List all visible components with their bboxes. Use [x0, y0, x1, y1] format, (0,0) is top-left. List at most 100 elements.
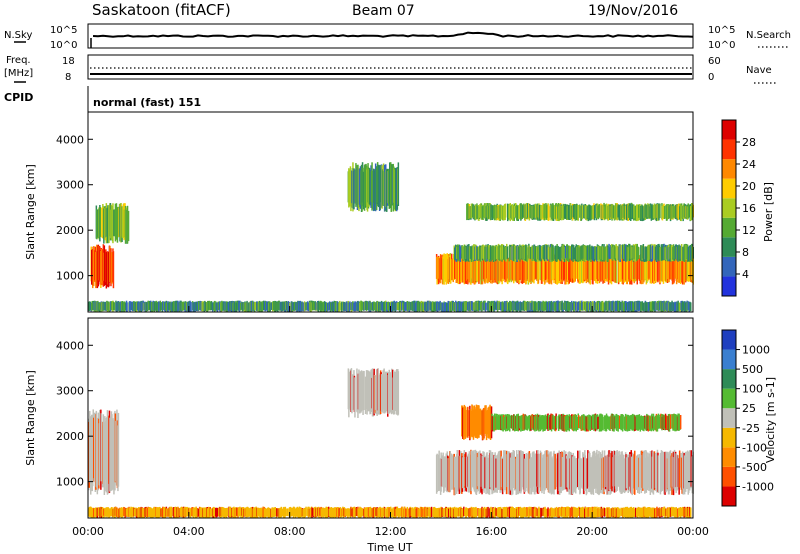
- power-cell: [575, 254, 577, 279]
- velocity-cell: [189, 508, 192, 518]
- power-cell: [93, 246, 95, 286]
- velocity-cell: [557, 452, 559, 495]
- power-cell: [592, 253, 594, 285]
- power-colorbar-tick-label: 16: [742, 202, 756, 215]
- power-cell: [247, 302, 249, 312]
- velocity-cell: [607, 507, 609, 518]
- power-cell: [632, 204, 634, 219]
- velocity-cell: [345, 508, 347, 516]
- power-cell: [564, 246, 567, 259]
- power-cell: [582, 244, 585, 259]
- velocity-cell: [604, 415, 606, 431]
- power-cell: [126, 205, 129, 244]
- power-cell: [636, 243, 638, 260]
- velocity-cell: [671, 507, 673, 517]
- velocity-cell: [466, 508, 469, 516]
- power-ytick-label: 1000: [56, 270, 84, 283]
- velocity-cell: [361, 508, 363, 517]
- velocity-cell: [473, 453, 476, 492]
- power-cell: [113, 209, 115, 237]
- power-cell: [490, 247, 492, 262]
- power-cell: [177, 300, 179, 312]
- velocity-cell: [361, 372, 363, 410]
- power-cell: [110, 248, 112, 287]
- velocity-cell: [424, 506, 426, 518]
- velocity-colorbar-tick-label: 500: [742, 363, 763, 376]
- x-tick-label: 04:00: [173, 525, 205, 538]
- x-tick-label: 16:00: [475, 525, 507, 538]
- power-cell: [648, 302, 650, 311]
- power-cell: [469, 246, 472, 259]
- power-cell: [471, 203, 474, 218]
- power-cell: [662, 244, 664, 261]
- power-cell: [346, 302, 349, 312]
- velocity-cell: [583, 457, 585, 495]
- power-cell: [642, 256, 644, 285]
- velocity-cell: [597, 416, 599, 430]
- velocity-cell: [348, 371, 351, 409]
- velocity-cell: [574, 456, 576, 492]
- power-cell: [280, 301, 283, 312]
- power-cell: [197, 301, 200, 311]
- power-cell: [279, 301, 282, 311]
- velocity-cell: [170, 506, 173, 518]
- velocity-cell: [484, 457, 486, 489]
- power-cell: [561, 300, 563, 312]
- velocity-cell: [331, 508, 333, 518]
- power-cell: [479, 204, 481, 218]
- velocity-cell: [639, 416, 642, 432]
- power-cell: [373, 170, 376, 211]
- noise-left-tick-bottom: 10^0: [50, 40, 77, 51]
- power-cell: [679, 302, 681, 312]
- power-colorbar-swatch: [722, 198, 736, 218]
- power-cell: [533, 258, 535, 284]
- power-cell: [548, 258, 551, 285]
- velocity-cell: [605, 413, 608, 431]
- velocity-cell: [609, 416, 611, 431]
- power-cell: [158, 301, 161, 310]
- velocity-cell: [493, 508, 495, 518]
- velocity-ytick-label: 4000: [56, 339, 84, 352]
- power-cell: [343, 301, 346, 311]
- velocity-cell: [216, 507, 218, 518]
- power-cell: [576, 204, 578, 221]
- velocity-ytick-label: 2000: [56, 430, 84, 443]
- power-cell: [207, 300, 209, 312]
- power-cell: [611, 301, 613, 311]
- velocity-cell: [653, 417, 655, 430]
- power-cell: [664, 301, 666, 312]
- velocity-cell: [555, 416, 558, 429]
- velocity-cell: [454, 506, 456, 517]
- power-cell: [124, 206, 127, 244]
- velocity-cell: [360, 507, 362, 518]
- power-cell: [633, 205, 635, 219]
- velocity-colorbar-swatch: [722, 466, 736, 487]
- power-cell: [611, 203, 613, 221]
- power-cell: [631, 246, 633, 259]
- power-cell: [367, 302, 369, 311]
- power-cell: [681, 257, 684, 285]
- power-cell: [573, 257, 575, 283]
- velocity-colorbar-tick-label: -100: [742, 441, 767, 454]
- power-colorbar-tick-label: 12: [742, 224, 756, 237]
- velocity-cell: [643, 415, 645, 432]
- x-tick-label: 00:00: [72, 525, 104, 538]
- power-cell: [594, 302, 597, 312]
- power-cell: [635, 205, 637, 221]
- power-cell: [603, 253, 606, 283]
- velocity-cell: [566, 506, 568, 518]
- velocity-cell: [461, 508, 463, 518]
- power-cell: [369, 169, 371, 206]
- power-cell: [677, 300, 679, 312]
- velocity-cell: [596, 508, 599, 517]
- power-cell: [535, 253, 537, 279]
- noise-right-tick-bottom: 10^0: [708, 40, 735, 51]
- power-cell: [396, 302, 399, 310]
- power-cell: [126, 302, 128, 312]
- power-cell: [534, 258, 536, 280]
- power-cell: [619, 253, 622, 282]
- velocity-cell: [620, 508, 623, 516]
- velocity-cell: [665, 451, 667, 493]
